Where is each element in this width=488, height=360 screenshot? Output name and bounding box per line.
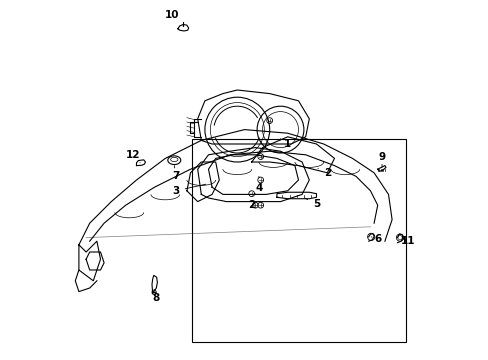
- Text: 7: 7: [172, 166, 180, 181]
- Text: 6: 6: [370, 234, 381, 244]
- Text: 3: 3: [172, 184, 205, 196]
- Text: 11: 11: [400, 236, 415, 246]
- Text: 12: 12: [125, 150, 140, 163]
- Text: 10: 10: [165, 10, 183, 25]
- Text: 1: 1: [280, 139, 290, 149]
- Text: 9: 9: [378, 152, 385, 167]
- Bar: [192, 139, 406, 342]
- Text: 8: 8: [152, 289, 160, 303]
- Text: 2: 2: [317, 168, 330, 178]
- Text: 2: 2: [247, 194, 255, 210]
- Text: 4: 4: [255, 176, 262, 193]
- Text: 5: 5: [304, 198, 320, 210]
